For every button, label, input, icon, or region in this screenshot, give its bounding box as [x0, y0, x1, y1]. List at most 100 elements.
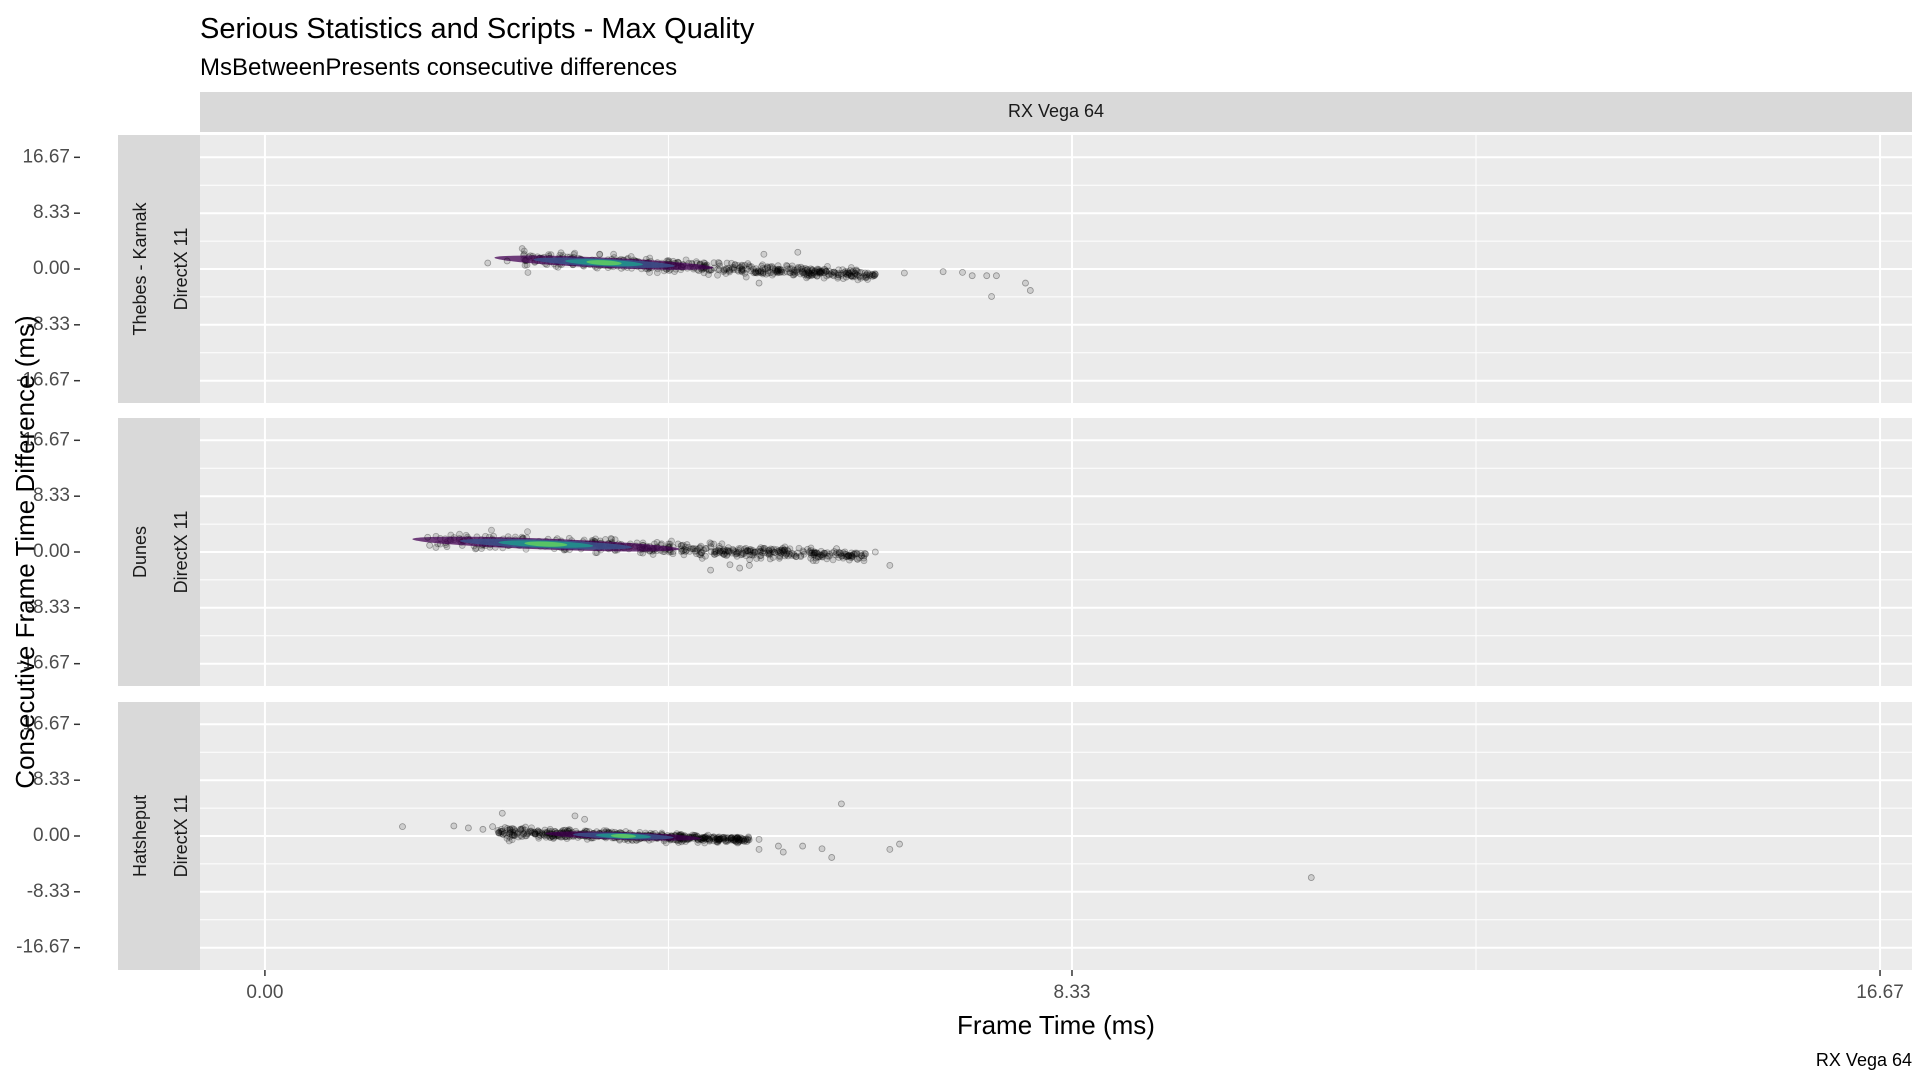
data-point	[733, 834, 741, 842]
data-point	[783, 549, 791, 557]
data-point	[735, 546, 742, 554]
data-point	[704, 835, 712, 843]
data-point	[769, 554, 777, 561]
chart-subtitle: MsBetweenPresents consecutive difference…	[200, 54, 677, 81]
data-point	[714, 259, 722, 266]
data-point	[848, 552, 856, 559]
data-point	[845, 269, 853, 277]
data-point	[780, 546, 788, 554]
data-point	[488, 526, 495, 534]
data-point	[776, 552, 783, 560]
outlier-point	[775, 842, 782, 850]
data-point	[711, 548, 719, 556]
data-point	[696, 544, 703, 552]
data-point	[817, 269, 825, 276]
data-point	[728, 549, 736, 557]
data-point	[535, 834, 543, 842]
data-point	[524, 269, 532, 276]
data-point	[535, 833, 543, 840]
data-point	[782, 551, 790, 558]
data-point	[734, 833, 741, 841]
data-point	[734, 266, 742, 274]
data-point	[839, 275, 847, 282]
data-point	[830, 268, 838, 276]
data-point	[749, 265, 757, 273]
data-point	[750, 551, 758, 559]
y-tick-label: 8.33	[33, 485, 70, 506]
data-point	[856, 273, 864, 281]
data-point	[855, 554, 863, 562]
data-point	[734, 835, 742, 843]
data-point	[716, 266, 723, 274]
data-point	[693, 550, 700, 558]
data-point	[517, 832, 525, 840]
row-strip-label: Thebes - Karnak	[130, 201, 150, 335]
data-point	[774, 548, 782, 555]
data-point	[781, 547, 788, 554]
data-point	[761, 544, 769, 552]
data-point	[721, 834, 729, 842]
data-point	[853, 550, 861, 558]
data-point	[764, 263, 771, 271]
outlier-point	[886, 846, 894, 853]
outlier-point	[871, 270, 879, 278]
data-point	[811, 267, 819, 275]
data-point	[834, 273, 842, 281]
data-point	[733, 834, 741, 842]
chart-title: Serious Statistics and Scripts - Max Qua…	[200, 13, 755, 45]
data-point	[719, 550, 727, 558]
data-point	[727, 835, 735, 843]
data-point	[528, 829, 536, 837]
outlier-point	[464, 824, 472, 832]
outlier-point	[484, 259, 492, 267]
data-point	[804, 265, 811, 273]
data-point	[757, 269, 765, 277]
data-point	[815, 268, 823, 276]
data-point	[510, 826, 518, 834]
data-point	[711, 551, 719, 558]
data-point	[727, 834, 735, 842]
data-point	[756, 268, 764, 276]
data-point	[520, 247, 528, 255]
data-point	[846, 270, 853, 278]
data-point	[803, 274, 810, 282]
data-point	[682, 256, 690, 264]
data-point	[790, 266, 798, 274]
data-point	[707, 543, 715, 551]
data-point	[784, 546, 791, 554]
data-point	[733, 834, 741, 842]
data-point	[728, 263, 736, 271]
data-point	[775, 265, 782, 273]
y-tick-label: 0.00	[33, 825, 70, 846]
data-point	[791, 270, 799, 277]
data-point	[788, 262, 796, 270]
data-point	[849, 273, 856, 281]
data-point	[728, 834, 735, 842]
data-point	[835, 271, 843, 279]
data-point	[734, 549, 741, 557]
data-point	[503, 831, 511, 839]
data-point	[727, 836, 735, 844]
data-point	[870, 271, 878, 279]
data-point	[724, 547, 732, 555]
outlier-point	[799, 842, 807, 850]
outlier-point	[842, 273, 850, 281]
data-point	[649, 551, 657, 558]
data-point	[778, 546, 786, 554]
data-point	[683, 541, 691, 548]
data-point	[759, 264, 767, 272]
row-strip-label: DirectX 11	[171, 228, 191, 311]
data-point	[801, 266, 809, 274]
y-tick-label: 0.00	[33, 258, 70, 279]
data-point	[820, 265, 828, 273]
data-point	[775, 554, 783, 562]
data-point	[709, 834, 717, 842]
data-point	[526, 827, 534, 835]
data-point	[716, 262, 724, 270]
data-point	[524, 830, 532, 837]
data-point	[792, 553, 800, 560]
data-point	[496, 828, 504, 835]
data-point	[829, 556, 837, 564]
data-point	[871, 272, 879, 279]
